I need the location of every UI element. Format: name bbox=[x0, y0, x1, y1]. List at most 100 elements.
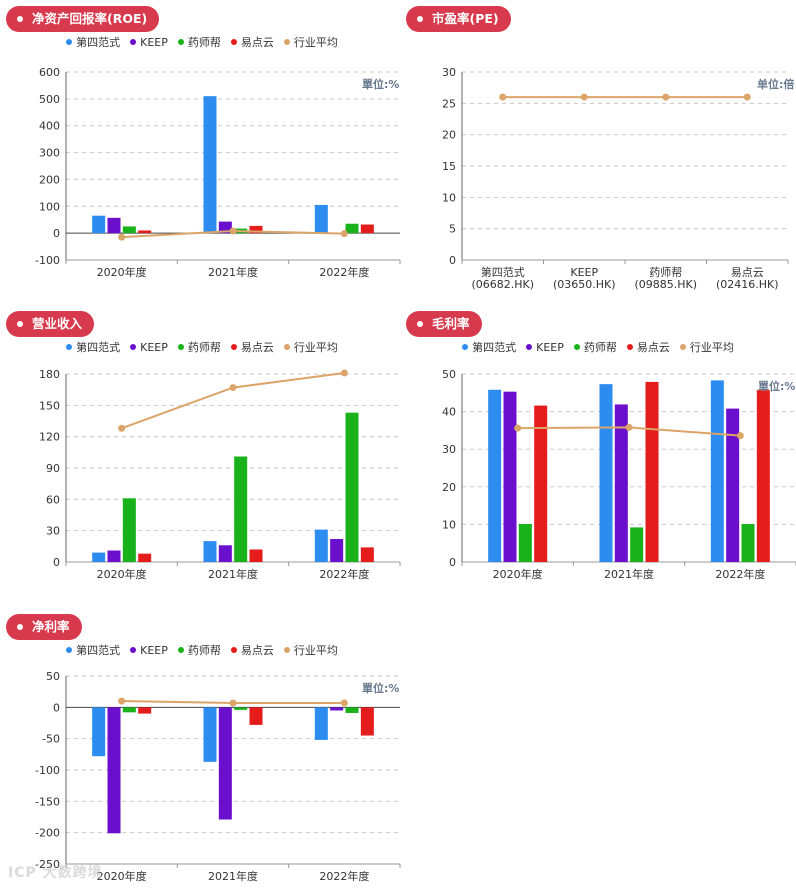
y-tick-label: 200 bbox=[39, 173, 60, 186]
legend-item[interactable]: KEEP bbox=[130, 644, 168, 657]
bar bbox=[218, 221, 232, 234]
legend-dot-icon bbox=[283, 39, 290, 45]
legend-item[interactable]: 第四范式 bbox=[66, 34, 120, 50]
y-tick-label: 20 bbox=[442, 481, 456, 494]
bar bbox=[314, 707, 328, 740]
legend-dot-icon bbox=[626, 344, 633, 350]
bar bbox=[122, 498, 136, 562]
roe-title-tag[interactable]: 净资产回报率(ROE) bbox=[6, 6, 160, 32]
line-point bbox=[118, 233, 126, 241]
legend-dot-icon bbox=[66, 344, 73, 350]
y-tick-label: 10 bbox=[442, 191, 456, 204]
legend-item[interactable]: 易点云 bbox=[626, 339, 670, 355]
x-tick-label: 易点云 bbox=[731, 266, 764, 279]
bar bbox=[360, 547, 374, 562]
line-point bbox=[340, 230, 348, 238]
y-tick-label: -250 bbox=[35, 858, 60, 871]
legend-item[interactable]: 第四范式 bbox=[462, 339, 516, 355]
bar bbox=[203, 707, 217, 762]
revenue-title-tag[interactable]: 营业收入 bbox=[6, 311, 95, 337]
legend-label: 第四范式 bbox=[76, 644, 121, 657]
bar bbox=[138, 707, 152, 714]
legend-label: 行业平均 bbox=[293, 341, 338, 354]
pe-title-tag[interactable]: 市盈率(PE) bbox=[406, 6, 511, 32]
bar bbox=[92, 552, 106, 562]
x-tick-label: (02416.HK) bbox=[716, 278, 779, 291]
legend-item[interactable]: 行业平均 bbox=[283, 642, 338, 658]
x-tick-label: 2021年度 bbox=[604, 567, 654, 581]
bar bbox=[345, 412, 359, 562]
line-point bbox=[229, 699, 237, 707]
legend-item[interactable]: 第四范式 bbox=[66, 642, 120, 658]
bar bbox=[218, 707, 232, 820]
y-tick-label: 120 bbox=[39, 431, 60, 444]
legend-item[interactable]: KEEP bbox=[526, 341, 564, 354]
x-tick-label: 2021年度 bbox=[208, 869, 258, 883]
legend-item[interactable]: 药师帮 bbox=[177, 339, 221, 355]
y-tick-label: 15 bbox=[442, 160, 456, 173]
bar bbox=[645, 381, 659, 562]
bar bbox=[503, 391, 517, 562]
legend-item[interactable]: 第四范式 bbox=[66, 339, 120, 355]
roe-chart: -100 0 100 200 300 400 500 600 2020年度 2021年度 2022年… bbox=[35, 66, 401, 279]
gross-margin-title-tag[interactable]: 毛利率 bbox=[406, 311, 482, 337]
bar bbox=[599, 384, 613, 562]
y-tick-label: 90 bbox=[46, 462, 60, 475]
gross-margin-panel: 毛利率 第四范式 KEEP 药师帮 易点云 行业平均 0 10 20 30 40 50 2020年度… bbox=[400, 305, 796, 581]
legend-label: 行业平均 bbox=[293, 644, 338, 657]
bar bbox=[138, 230, 152, 234]
x-tick-label: (06682.HK) bbox=[471, 278, 534, 291]
legend-item[interactable]: 易点云 bbox=[230, 34, 274, 50]
legend-item[interactable]: 行业平均 bbox=[679, 339, 734, 355]
legend-item[interactable]: KEEP bbox=[130, 341, 168, 354]
net-margin-panel: 净利率 第四范式 KEEP 药师帮 易点云 行业平均 -250 -200 -150 -100-… bbox=[0, 608, 404, 890]
x-tick-label: 2020年度 bbox=[97, 265, 147, 279]
roe-legend[interactable]: 第四范式 KEEP 药师帮 易点云 行业平均 bbox=[0, 34, 404, 50]
bar bbox=[345, 707, 359, 713]
bar bbox=[107, 707, 121, 834]
roe-unit-label: 單位:% bbox=[362, 78, 400, 91]
legend-item[interactable]: 药师帮 bbox=[573, 339, 617, 355]
revenue-legend[interactable]: 第四范式 KEEP 药师帮 易点云 行业平均 bbox=[0, 339, 404, 355]
line-point bbox=[736, 432, 744, 440]
legend-dot-icon bbox=[230, 344, 237, 350]
bar bbox=[203, 541, 217, 562]
y-tick-label: 10 bbox=[442, 518, 456, 531]
legend-item[interactable]: 药师帮 bbox=[177, 642, 221, 658]
legend-item[interactable]: 易点云 bbox=[230, 339, 274, 355]
legend-item[interactable]: 行业平均 bbox=[283, 339, 338, 355]
gross-margin-legend[interactable]: 第四范式 KEEP 药师帮 易点云 行业平均 bbox=[400, 339, 796, 355]
x-tick-label: (03650.HK) bbox=[553, 278, 616, 291]
x-tick-label: KEEP bbox=[570, 266, 598, 279]
legend-item[interactable]: 易点云 bbox=[230, 642, 274, 658]
x-tick-label: 2022年度 bbox=[319, 265, 369, 279]
revenue-panel: 营业收入 第四范式 KEEP 药师帮 易点云 行业平均 0 30 60 90 120 150 180… bbox=[0, 305, 404, 581]
line-point bbox=[625, 423, 633, 431]
legend-item[interactable]: KEEP bbox=[130, 36, 168, 49]
bar bbox=[756, 390, 770, 562]
bar bbox=[614, 404, 628, 562]
line-point bbox=[580, 93, 588, 101]
y-tick-label: -200 bbox=[35, 827, 60, 840]
bar bbox=[138, 553, 152, 562]
legend-dot-icon bbox=[679, 344, 686, 350]
x-tick-label: 2021年度 bbox=[208, 567, 258, 581]
y-tick-label: 0 bbox=[449, 556, 456, 569]
x-tick-label: 药师帮 bbox=[649, 266, 682, 279]
bar bbox=[630, 527, 644, 562]
x-tick-label: 2022年度 bbox=[715, 567, 765, 581]
net-margin-title-tag[interactable]: 净利率 bbox=[6, 614, 82, 640]
gross-margin-unit-label: 單位:% bbox=[758, 380, 796, 393]
legend-item[interactable]: 行业平均 bbox=[283, 34, 338, 50]
y-tick-label: 600 bbox=[39, 66, 60, 79]
net-margin-legend[interactable]: 第四范式 KEEP 药师帮 易点云 行业平均 bbox=[0, 642, 404, 658]
bar bbox=[360, 707, 374, 736]
y-tick-label: 30 bbox=[442, 66, 456, 79]
legend-dot-icon bbox=[177, 647, 184, 653]
legend-item[interactable]: 药师帮 bbox=[177, 34, 221, 50]
x-tick-label: 2022年度 bbox=[319, 567, 369, 581]
y-tick-label: 0 bbox=[53, 701, 60, 714]
bar bbox=[122, 707, 136, 713]
legend-dot-icon bbox=[130, 647, 137, 653]
legend-label: 第四范式 bbox=[76, 36, 121, 49]
